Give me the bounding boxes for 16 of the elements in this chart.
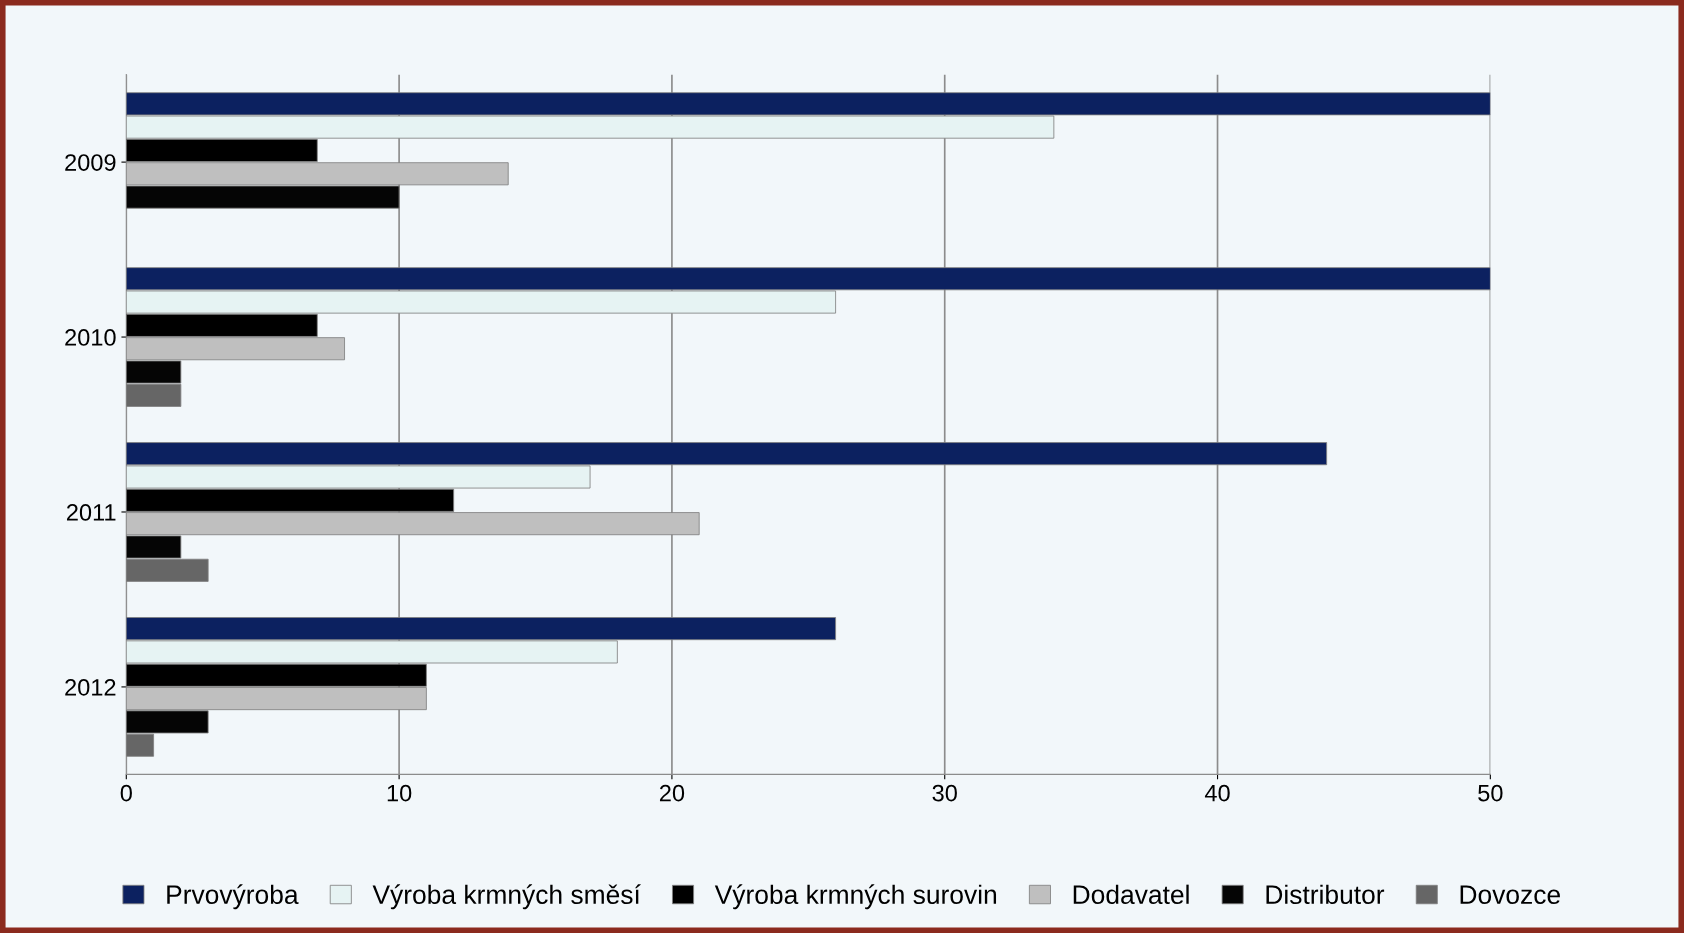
x-tick-label: 10 (387, 784, 412, 802)
x-tick-label: 50 (1478, 784, 1503, 802)
legend-label: Distributor (1266, 884, 1385, 905)
x-tick-label: 0 (120, 784, 132, 802)
legend-label: Výroba krmných směsí (372, 884, 641, 910)
x-tick-label: 20 (659, 784, 685, 802)
x-tick-label: 40 (1204, 784, 1230, 802)
legend-label: Výroba krmných surovin (714, 884, 997, 910)
x-tick-label: 30 (932, 784, 957, 802)
y-tick-label: 2012 (65, 678, 116, 696)
y-tick-label: 2011 (66, 504, 116, 521)
legend-label: Prvovýroba (167, 884, 299, 910)
legend-label: Dodavatel (1073, 884, 1189, 905)
y-tick-label: 2010 (65, 329, 116, 346)
legend-label: Dovozce (1460, 885, 1560, 905)
y-tick-label: 2009 (65, 154, 116, 171)
